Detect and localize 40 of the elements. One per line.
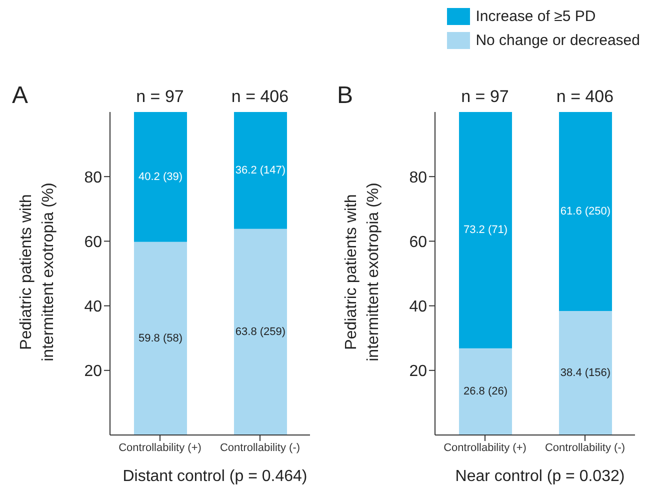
x-axis-title: Distant control (p = 0.464)	[122, 468, 308, 486]
y-axis-title: Pediatric patients with intermittent exotropia (%)	[342, 182, 383, 364]
y-axis-title: Pediatric patients with intermittent exotropia (%)	[17, 182, 58, 364]
data-label: 38.4 (156)	[560, 366, 611, 379]
bar	[559, 112, 612, 311]
y-tick-label: 60	[409, 234, 428, 251]
y-tick-label: 60	[84, 234, 102, 251]
y-tick-label: 40	[409, 298, 428, 316]
bar	[134, 112, 187, 242]
bar	[459, 112, 512, 348]
y-tick-label: 20	[409, 363, 428, 380]
y-tick-label: 20	[84, 363, 102, 380]
data-label: 40.2 (39)	[138, 170, 183, 183]
annotation: n = 97	[461, 87, 509, 106]
data-label: 73.2 (71)	[463, 224, 508, 236]
bar	[459, 348, 512, 435]
legend-label: Increase of ≥5 PD	[476, 8, 596, 24]
data-label: 63.8 (259)	[235, 326, 286, 338]
bar	[234, 112, 287, 229]
annotation: n = 406	[556, 87, 614, 106]
y-tick-label: 80	[84, 169, 102, 186]
y-tick-label: 80	[409, 169, 428, 186]
y-tick-label: 40	[84, 298, 102, 316]
x-tick-label: Controllability (-)	[220, 442, 300, 454]
data-label: 36.2 (147)	[235, 164, 286, 176]
annotation: n = 406	[231, 87, 289, 106]
bar	[134, 242, 187, 435]
data-label: 26.8 (26)	[463, 386, 508, 398]
x-axis-title: Near control (p = 0.032)	[454, 468, 626, 486]
annotation: n = 97	[136, 87, 184, 106]
x-tick-label: Controllability (+)	[118, 442, 202, 454]
bar	[234, 228, 287, 435]
data-label: 59.8 (58)	[138, 332, 183, 344]
x-tick-label: Controllability (+)	[444, 442, 526, 454]
data-label: 61.6 (250)	[560, 205, 611, 218]
x-tick-label: Controllability (-)	[544, 442, 626, 454]
bar	[559, 310, 612, 435]
chart-title: A	[12, 82, 28, 110]
chart-title: B	[337, 82, 354, 110]
legend-label: No change or decreased	[476, 32, 640, 48]
